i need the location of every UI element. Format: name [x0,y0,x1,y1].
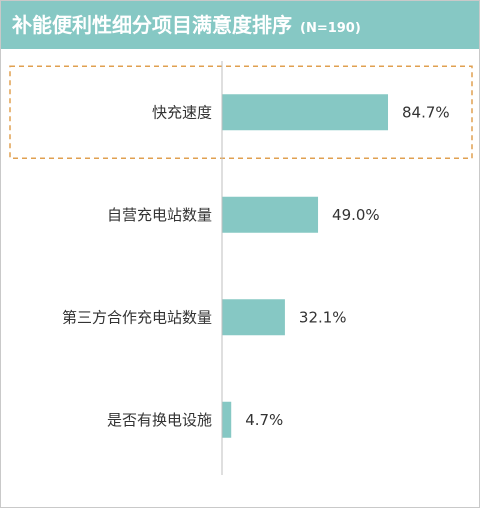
highlight-box [9,65,473,159]
bar [222,94,389,131]
value-label: 84.7% [402,103,450,121]
bar [222,401,232,438]
chart-title-text: 补能便利性细分项目满意度排序 [12,13,292,37]
category-label: 自营充电站数量 [107,206,212,224]
value-label: 32.1% [299,308,347,326]
value-label: 49.0% [332,206,380,224]
bar [222,196,319,233]
chart-title: 补能便利性细分项目满意度排序 (N=190) [12,12,361,42]
sample-size: (N=190) [300,21,361,36]
category-label: 是否有换电设施 [107,411,212,429]
value-label: 4.7% [245,411,283,429]
category-label: 第三方合作充电站数量 [62,308,212,326]
chart-header: 补能便利性细分项目满意度排序 (N=190) [1,1,479,49]
bar [222,299,285,336]
category-label: 快充速度 [152,103,212,121]
